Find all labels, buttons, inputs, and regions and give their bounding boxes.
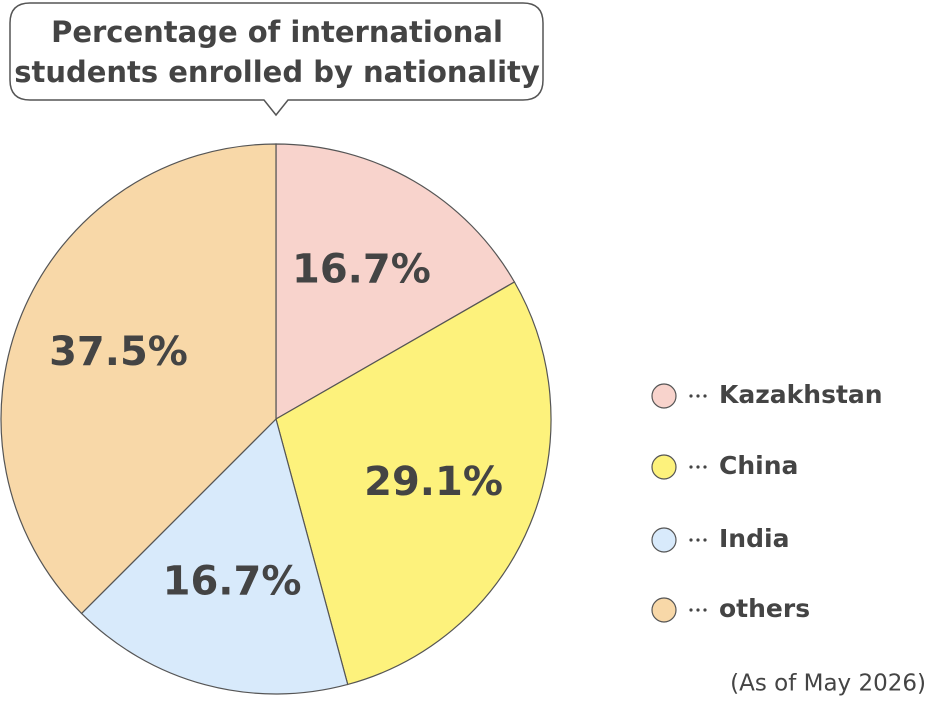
- legend-dots: [703, 608, 707, 612]
- legend-dots: [689, 394, 693, 398]
- value-label: 29.1%: [364, 459, 503, 505]
- legend-dots: [689, 608, 693, 612]
- legend-dots: [696, 465, 700, 469]
- annotation: (As of May 2026): [730, 671, 926, 697]
- legend-label: Kazakhstan: [719, 380, 883, 409]
- pie-slice: [275, 143, 516, 421]
- value-label: 16.7%: [292, 246, 431, 292]
- legend-dots: [689, 538, 693, 542]
- legend-label: China: [719, 451, 798, 480]
- pie-slice: [275, 281, 552, 686]
- pie-slice: [0, 143, 277, 615]
- value-label: 37.5%: [49, 329, 188, 375]
- value-label: 16.7%: [163, 559, 302, 605]
- legend-dots: [696, 394, 700, 398]
- legend-dots: [689, 465, 693, 469]
- chart-title: Percentage of international students enr…: [14, 15, 540, 89]
- pie-slice: [80, 417, 349, 695]
- legend-dots: [696, 608, 700, 612]
- legend-dots: [703, 538, 707, 542]
- legend-label: others: [719, 594, 810, 623]
- legend-swatch: [651, 527, 677, 553]
- legend-dots: [703, 465, 707, 469]
- legend-dots: [703, 394, 707, 398]
- legend-swatch: [651, 383, 677, 409]
- legend-swatch: [651, 597, 677, 623]
- legend-swatch: [651, 454, 677, 480]
- legend-label: India: [719, 524, 789, 553]
- title-bubble: [9, 2, 544, 117]
- legend-dots: [696, 538, 700, 542]
